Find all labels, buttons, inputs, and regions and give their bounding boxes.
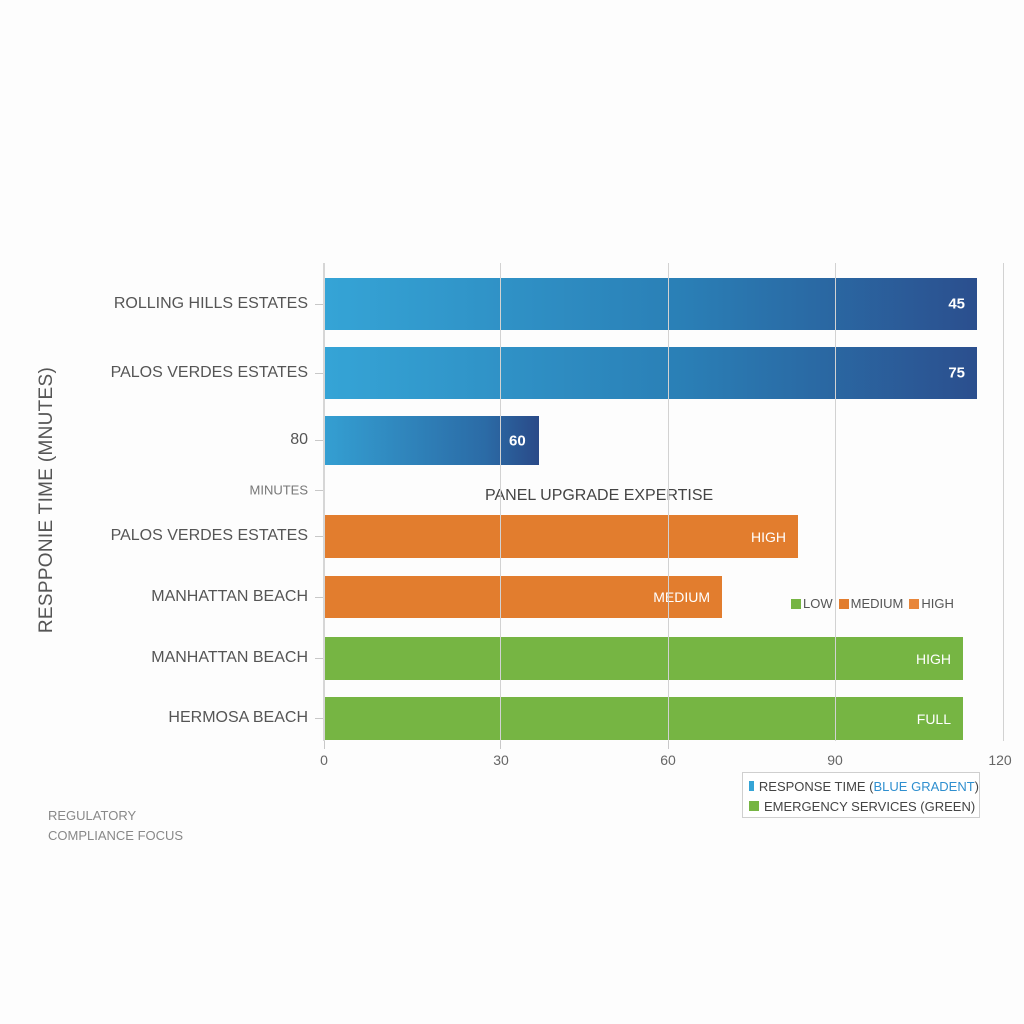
x-tick [324,741,325,749]
bar-value-label: HIGH [916,650,951,667]
y-tick [315,490,323,491]
legend-item-low: LOW [791,596,833,611]
category-label: MANHATTAN BEACH [151,649,308,666]
y-tick [315,304,323,305]
legend-item-medium: MEDIUM [838,596,903,611]
y-tick [315,440,323,441]
category-label: ROLLING HILLS ESTATES [113,295,308,312]
gridline-60 [668,263,669,741]
bar-expertise-palos-verdes[interactable]: HIGH [325,515,798,558]
bar-value-label: MEDIUM [653,589,710,605]
bar-value-label: HIGH [751,528,786,545]
bar-response-80[interactable]: 60 [325,416,539,465]
swatch-icon [791,598,801,609]
category-label: HERMOSA BEACH [168,709,308,726]
gridline-120 [1003,263,1004,741]
category-label: MINUTES [249,482,309,498]
x-tick-label: 120 [988,752,1012,768]
expertise-legend: LOW MEDIUM HIGH [791,596,954,611]
x-tick [500,741,501,749]
x-tick [668,741,669,749]
gridline-90 [835,263,836,741]
swatch-icon [909,598,920,609]
x-tick-label: 60 [660,752,676,768]
category-label: PALOS VERDES ESTATES [110,527,308,544]
bar-response-rolling-hills[interactable]: 45 [325,278,977,330]
legend-item-emergency-services: EMERGENCY SERVICES (GREEN) [749,796,979,816]
regulatory-note: REGULATORY COMPLIANCE FOCUS [48,808,184,843]
bar-emergency-manhattan[interactable]: HIGH [325,637,963,680]
bar-value-label: FULL [916,710,951,727]
legend-item-high: HIGH [909,596,954,611]
y-tick [315,718,323,719]
category-label: PALOS VERDES ESTATES [110,364,308,381]
category-label: MANHATTAN BEACH [151,588,308,605]
section-title-panel-upgrade: PANEL UPGRADE EXPERTISE [485,487,714,504]
y-tick [315,373,323,374]
chart-legend: RESPONSE TIME (BLUE GRADENT) EMERGENCY S… [742,772,980,818]
bar-response-palos-verdes[interactable]: 75 [325,347,977,399]
legend-item-response-time: RESPONSE TIME (BLUE GRADENT) [749,776,979,796]
y-tick [315,597,323,598]
bar-expertise-manhattan[interactable]: MEDIUM [325,576,722,618]
y-axis-title: RESPPONIE TIME (MNUTES) [36,366,57,634]
swatch-icon [838,598,849,609]
y-tick [315,536,323,537]
x-tick-label: 0 [320,752,328,768]
swatch-icon [749,781,754,791]
category-label: 80 [290,431,308,448]
y-axis-line [323,263,325,741]
bar-value-label: 45 [948,295,965,313]
swatch-icon [749,801,759,811]
gridline-30 [500,263,501,741]
x-tick-label: 90 [827,752,843,768]
bar-value-label: 60 [509,432,526,449]
y-tick [315,658,323,659]
x-tick-label: 30 [493,752,509,768]
bar-value-label: 75 [948,364,965,382]
bar-emergency-hermosa[interactable]: FULL [325,697,963,740]
